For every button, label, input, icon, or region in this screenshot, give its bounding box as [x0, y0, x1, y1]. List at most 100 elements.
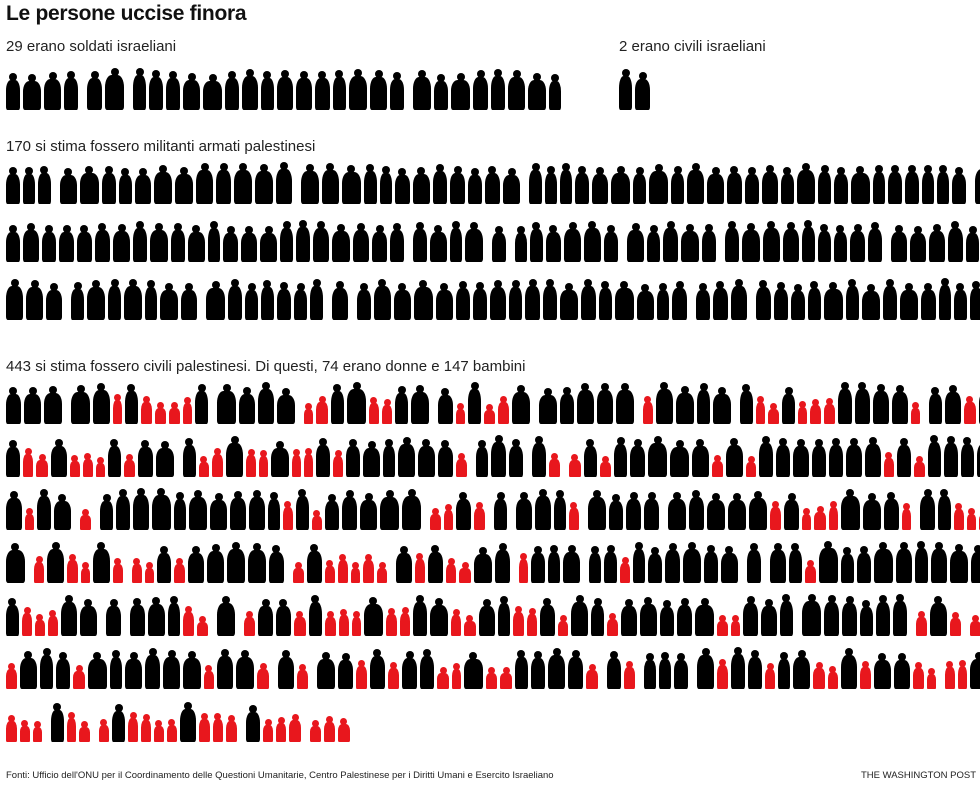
child-silhouette-icon: [332, 449, 344, 477]
person-silhouette-icon: [928, 387, 943, 424]
person-silhouette-icon: [413, 595, 427, 636]
person-silhouette-icon: [401, 650, 418, 689]
person-silhouette-icon: [893, 652, 910, 689]
person-silhouette-icon: [530, 650, 545, 689]
child-silhouette-icon: [451, 608, 461, 636]
person-silhouette-icon: [568, 649, 584, 689]
person-silhouette-icon: [189, 490, 208, 530]
person-silhouette-icon: [23, 167, 36, 204]
person-silhouette-icon: [227, 279, 243, 320]
person-silhouette-icon: [450, 165, 466, 204]
person-silhouette-icon: [846, 437, 863, 477]
person-silhouette-icon: [671, 166, 685, 204]
person-silhouette-icon: [564, 221, 581, 262]
person-silhouette-icon: [22, 73, 41, 110]
child-silhouette-icon: [291, 449, 302, 477]
person-silhouette-icon: [770, 542, 786, 583]
person-silhouette-icon: [296, 220, 310, 262]
person-silhouette-icon: [777, 652, 790, 689]
person-silhouette-icon: [713, 387, 732, 424]
person-silhouette-icon: [261, 280, 274, 320]
palestinian-civilians-row: [6, 382, 980, 424]
child-silhouette-icon: [203, 664, 215, 689]
person-silhouette-icon: [224, 71, 239, 110]
person-silhouette-icon: [23, 387, 42, 424]
person-silhouette-icon: [884, 492, 899, 530]
person-silhouette-icon: [796, 163, 816, 204]
person-silhouette-icon: [539, 598, 555, 636]
person-silhouette-icon: [412, 222, 427, 262]
person-silhouette-icon: [665, 542, 680, 583]
person-silhouette-icon: [113, 223, 131, 262]
person-silhouette-icon: [862, 493, 882, 530]
person-silhouette-icon: [59, 167, 78, 204]
child-silhouette-icon: [957, 659, 968, 689]
child-silhouette-icon: [316, 396, 328, 424]
person-silhouette-icon: [687, 163, 705, 204]
person-silhouette-icon: [860, 599, 873, 636]
person-silhouette-icon: [6, 225, 21, 262]
person-silhouette-icon: [80, 165, 99, 204]
child-silhouette-icon: [144, 562, 155, 583]
person-silhouette-icon: [39, 647, 54, 689]
child-silhouette-icon: [6, 662, 17, 689]
person-silhouette-icon: [363, 163, 377, 204]
person-silhouette-icon: [927, 435, 941, 477]
person-silhouette-icon: [413, 69, 431, 110]
person-silhouette-icon: [125, 652, 143, 689]
person-silhouette-icon: [643, 652, 656, 689]
person-silhouette-icon: [59, 225, 74, 262]
person-silhouette-icon: [970, 544, 980, 583]
child-silhouette-icon: [527, 608, 537, 636]
child-silhouette-icon: [356, 660, 367, 689]
person-silhouette-icon: [603, 225, 618, 262]
person-silhouette-icon: [571, 594, 589, 636]
child-silhouette-icon: [183, 606, 195, 636]
child-silhouette-icon: [484, 403, 496, 424]
child-silhouette-icon: [166, 718, 178, 742]
person-silhouette-icon: [168, 596, 181, 636]
child-silhouette-icon: [798, 400, 808, 424]
person-silhouette-icon: [437, 387, 453, 424]
person-silhouette-icon: [119, 167, 132, 204]
person-silhouette-icon: [435, 282, 454, 320]
person-silhouette-icon: [182, 651, 201, 689]
person-silhouette-icon: [429, 597, 449, 636]
person-silhouette-icon: [727, 166, 742, 204]
person-silhouette-icon: [937, 165, 950, 204]
person-silhouette-icon: [247, 542, 266, 583]
person-silhouette-icon: [100, 493, 113, 530]
child-silhouette-icon: [112, 558, 124, 583]
person-silhouette-icon: [149, 69, 164, 110]
person-silhouette-icon: [707, 493, 726, 530]
child-silhouette-icon: [910, 402, 920, 424]
child-silhouette-icon: [769, 500, 782, 530]
person-silhouette-icon: [712, 280, 729, 320]
person-silhouette-icon: [332, 69, 346, 110]
person-silhouette-icon: [71, 384, 90, 424]
child-silhouette-icon: [916, 610, 927, 636]
child-silhouette-icon: [67, 554, 78, 583]
person-silhouette-icon: [398, 437, 415, 477]
person-silhouette-icon: [393, 283, 412, 320]
child-silhouette-icon: [586, 664, 598, 689]
person-silhouette-icon: [346, 438, 361, 477]
person-silhouette-icon: [845, 278, 859, 320]
person-silhouette-icon: [145, 648, 161, 689]
person-silhouette-icon: [914, 541, 929, 583]
child-silhouette-icon: [437, 667, 449, 689]
person-silhouette-icon: [921, 165, 935, 204]
person-silhouette-icon: [635, 72, 651, 110]
label-israeli-civilians: 2 erano civili israeliani: [619, 38, 766, 55]
child-silhouette-icon: [953, 502, 964, 530]
person-silhouette-icon: [261, 71, 274, 110]
person-silhouette-icon: [295, 489, 309, 530]
person-silhouette-icon: [731, 647, 745, 689]
child-silhouette-icon: [827, 666, 838, 689]
person-silhouette-icon: [896, 438, 911, 477]
child-silhouette-icon: [765, 662, 775, 689]
person-silhouette-icon: [781, 167, 794, 204]
person-silhouette-icon: [931, 542, 947, 583]
person-silhouette-icon: [604, 545, 618, 583]
child-silhouette-icon: [258, 450, 269, 477]
